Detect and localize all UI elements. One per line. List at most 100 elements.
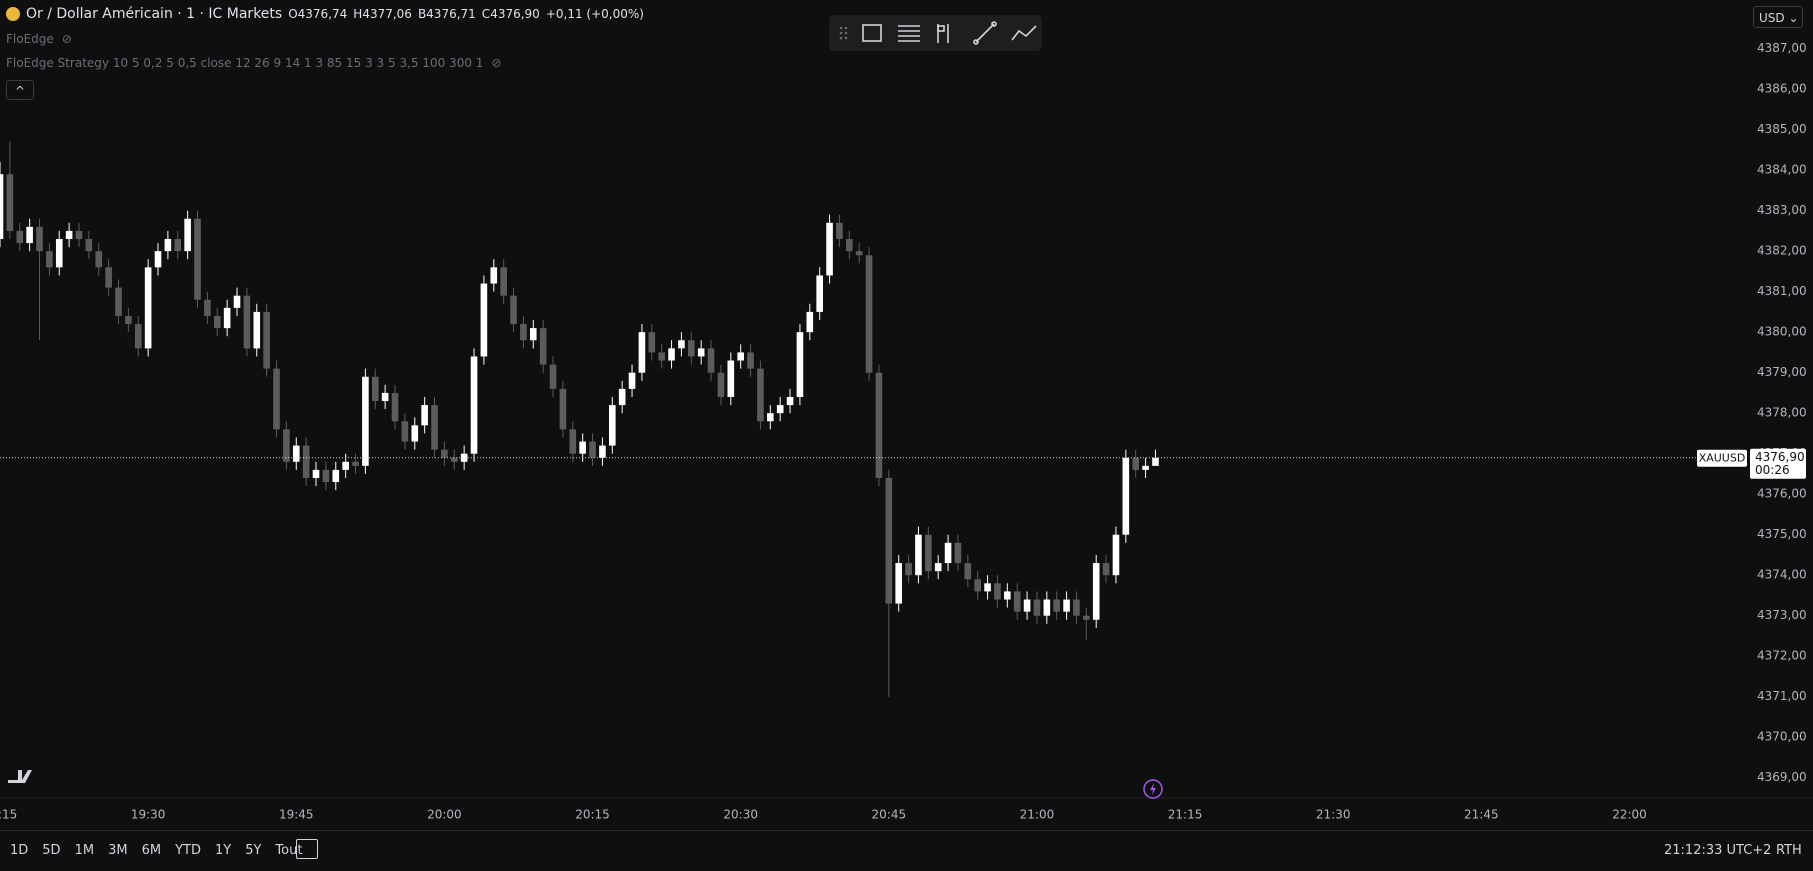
candle-body [26,226,33,244]
candle-body [727,360,735,397]
range-button[interactable]: YTD [175,843,201,858]
candle-body [243,295,251,349]
range-button[interactable]: 1M [74,843,95,858]
candle-body [608,405,616,446]
candle-body [362,376,369,466]
candle-body [628,372,636,389]
x-tick-label: 20:15 [575,808,610,822]
candle-body [352,461,359,466]
rectangle-tool[interactable] [862,24,882,42]
candle-body [757,368,764,422]
candle-body [1132,457,1140,470]
eye-icon[interactable]: ⊘ [61,32,72,46]
eye-icon[interactable]: ⊘ [491,56,502,70]
y-tick-label: 4382,00 [1757,244,1807,258]
candle-body [391,392,399,422]
ohlc-label: O [288,7,298,21]
session[interactable]: RTH [1776,843,1802,858]
candle-body [1043,599,1051,616]
toolbar [829,15,1042,51]
ohlc: O4376,74 H4377,06 B4376,71 C4376,90 [288,7,540,21]
candle-body [618,388,626,406]
candle-body [658,352,665,361]
candle-body [115,287,122,316]
header: Or / Dollar Américain · 1 · IC Markets O… [6,6,644,22]
candle-body [925,534,932,572]
candle-body [164,238,172,252]
range-button[interactable]: Tout [275,843,303,858]
candle-body [1083,615,1090,620]
range-button[interactable]: 1D [10,843,29,858]
indicator-name[interactable]: FloEdge Strategy 10 5 0,2 5 0,5 close 12… [6,56,484,70]
candle-body [1102,563,1110,576]
candle-body [85,238,93,252]
event-bolt [1150,783,1156,795]
countdown: 00:26 [1755,463,1790,477]
candle-body [6,174,14,231]
candle-body [144,267,152,349]
footer: 1D 5D 1M 3M 6M YTD 1Y 5Y Tout 21:12:33 UTC+2 RTH [0,830,1813,871]
candle-body [875,372,883,478]
candle-body [648,332,656,353]
candle-body [510,295,517,325]
x-tick-label: 20:00 [427,808,462,822]
candle-body [796,332,804,397]
candle-body [95,251,103,268]
candle-body [342,461,349,470]
candle-body [767,413,774,422]
y-tick-label: 4374,00 [1757,568,1807,582]
candle-body [569,429,577,454]
fib-tool[interactable] [898,25,920,42]
indicator-row: FloEdge Strategy 10 5 0,2 5 0,5 close 12… [6,56,501,70]
candle-body [895,563,902,604]
range-button[interactable]: 5D [42,843,61,858]
candle-body [559,388,567,430]
range-button[interactable]: 6M [141,843,162,858]
candle-body [1122,457,1130,535]
range-button[interactable]: 5Y [245,843,262,858]
range-button[interactable]: 3M [108,843,128,858]
candle-body [65,230,73,239]
candle-body [1013,591,1021,612]
path-tool[interactable] [1011,25,1037,41]
candle-body [223,307,231,329]
ohlc-value: 4377,06 [362,7,412,21]
candle-body [786,396,794,406]
candle-body [46,251,53,268]
range-buttons: 1D 5D 1M 3M 6M YTD 1Y 5Y Tout [10,843,302,858]
candle-body [125,315,132,325]
candle-body [974,579,981,592]
range-button[interactable]: 1Y [214,843,232,858]
date-range-button[interactable] [296,839,318,859]
candle-body [154,251,162,268]
candle-body [806,311,814,333]
y-tick-label: 4384,00 [1757,163,1807,177]
currency-button[interactable]: USD ⌄ [1753,6,1803,28]
candle-body [915,534,922,576]
candle-body [865,255,873,373]
candle-body [401,421,409,442]
candle-body [964,563,972,580]
logo [8,770,32,783]
candle-body [579,441,586,454]
candle-body [105,267,112,288]
collapse-button[interactable]: ^ [6,80,34,100]
event-marker[interactable] [1143,779,1163,799]
candle-body [411,425,419,442]
y-tick-label: 4371,00 [1757,689,1807,703]
candle-body [816,275,823,312]
candle-body [697,348,705,357]
indicator-name[interactable]: FloEdge [6,32,54,46]
ohlc-item: H4377,06 [353,7,412,21]
symbol-title[interactable]: Or / Dollar Américain · 1 · IC Markets [26,6,283,22]
candle-body [954,542,962,564]
candle-body [450,457,458,462]
candle-body [381,392,389,402]
trendline-tool[interactable] [973,21,997,45]
long-short-tool[interactable] [937,24,949,43]
y-tick-label: 4375,00 [1757,527,1807,541]
candle-body [984,583,991,592]
candle-body [431,405,438,450]
x-tick-label: 19:45 [279,808,314,822]
candle-body [1112,534,1120,576]
